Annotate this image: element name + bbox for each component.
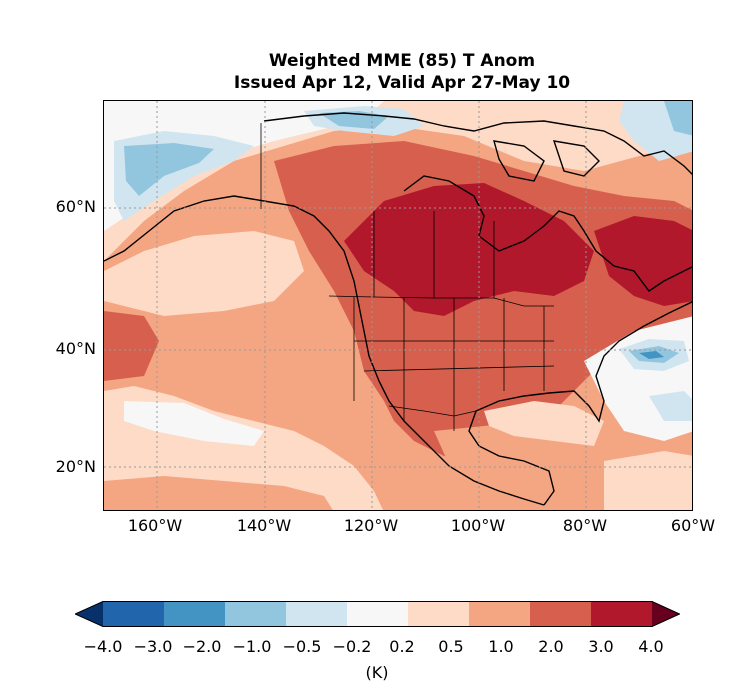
temperature-anomaly-map: [104, 101, 692, 510]
lon-label-100w: 100°W: [450, 516, 506, 535]
anomaly-region: [664, 101, 692, 136]
anomaly-region: [104, 476, 333, 510]
lon-label-120w: 120°W: [343, 516, 399, 535]
colorbar-bin: [225, 601, 287, 627]
map-panel: [103, 100, 693, 511]
anomaly-region: [484, 401, 604, 446]
colorbar-bin: [469, 601, 531, 627]
anomaly-region: [649, 391, 692, 421]
lon-label-80w: 80°W: [562, 516, 608, 535]
colorbar-tick-label: −0.2: [332, 637, 372, 656]
colorbar-tick-label: −1.0: [232, 637, 272, 656]
lon-label-140w: 140°W: [236, 516, 292, 535]
coastlines: [104, 112, 692, 506]
colorbar-extension-low: [75, 601, 103, 627]
colorbar: [75, 601, 680, 627]
colorbar-tick-label: 3.0: [588, 637, 614, 656]
colorbar-bin: [347, 601, 409, 627]
colorbar-tick-label: 2.0: [538, 637, 564, 656]
lat-label-60n: 60°N: [55, 197, 96, 216]
colorbar-tick-label: −4.0: [83, 637, 123, 656]
borders: [260, 123, 555, 431]
anomaly-region: [104, 231, 304, 316]
colorbar-tick-label: 1.0: [488, 637, 514, 656]
colorbar-bin: [591, 601, 653, 627]
colorbar-outline: [75, 601, 680, 627]
anomaly-region: [124, 401, 264, 446]
gridlines: [104, 101, 692, 510]
colorbar-bin: [530, 601, 592, 627]
colorbar-unit-label: (K): [365, 663, 389, 682]
lat-label-20n: 20°N: [55, 457, 96, 476]
colorbar-bin: [408, 601, 470, 627]
map-title-line-2: Issued Apr 12, Valid Apr 27-May 10: [233, 73, 571, 93]
colorbar-bin: [103, 601, 165, 627]
colorbar-tick-label: 0.2: [389, 637, 415, 656]
colorbar-tick-label: −0.5: [282, 637, 322, 656]
colorbar-extension-high: [652, 601, 680, 627]
lon-label-60w: 60°W: [670, 516, 716, 535]
anomaly-region: [344, 183, 594, 316]
anomaly-region: [639, 351, 664, 359]
colorbar-tick-label: −3.0: [133, 637, 173, 656]
lat-label-40n: 40°N: [55, 339, 96, 358]
anomaly-region: [604, 451, 692, 510]
anomaly-region: [594, 216, 692, 306]
colorbar-tick-label: 4.0: [638, 637, 664, 656]
anomaly-region: [104, 311, 159, 381]
colorbar-bin: [286, 601, 348, 627]
map-title-line-1: Weighted MME (85) T Anom: [268, 51, 536, 71]
colorbar-tick-label: −2.0: [182, 637, 222, 656]
colorbar-tick-label: 0.5: [438, 637, 464, 656]
colorbar-bin: [164, 601, 226, 627]
anomaly-region: [124, 143, 214, 196]
lon-label-160w: 160°W: [127, 516, 183, 535]
